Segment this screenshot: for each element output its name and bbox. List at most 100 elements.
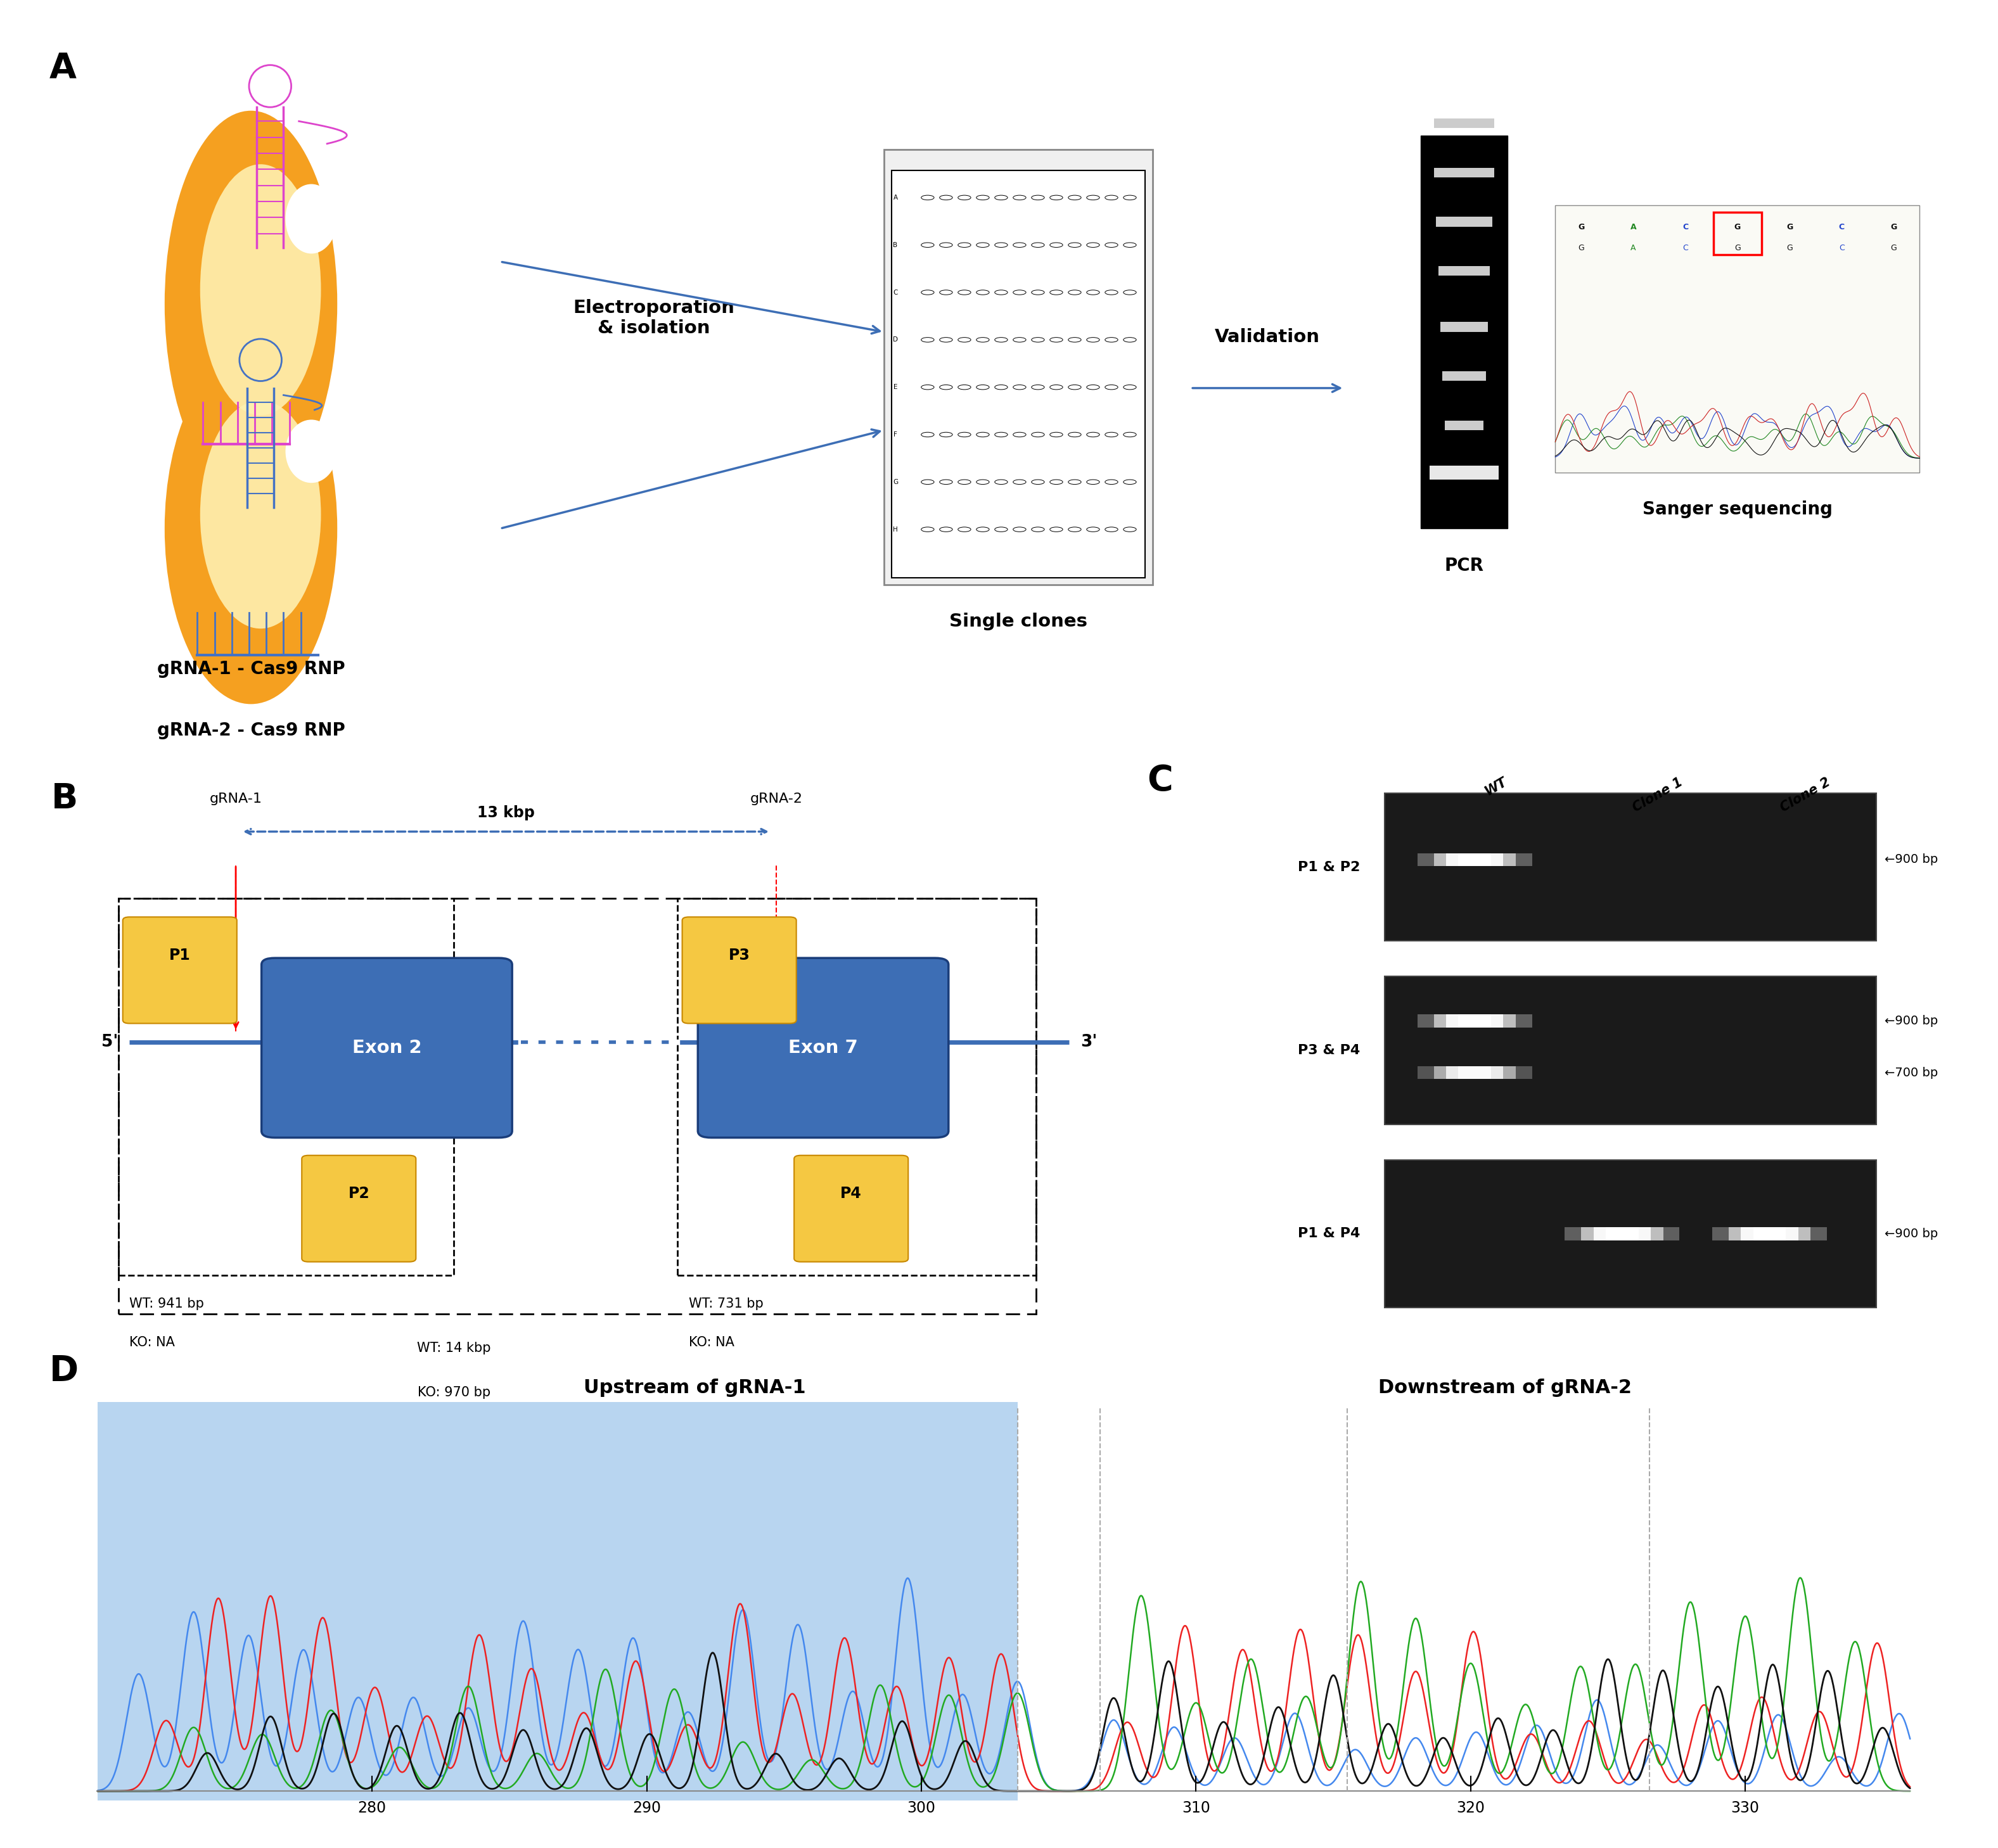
Text: Single clones: Single clones [949, 614, 1087, 630]
Circle shape [1049, 196, 1063, 200]
Circle shape [1123, 432, 1137, 436]
Text: P2: P2 [348, 1186, 370, 1201]
Text: Clone 2: Clone 2 [1778, 776, 1832, 815]
Circle shape [939, 290, 953, 294]
Circle shape [995, 242, 1007, 248]
Circle shape [921, 242, 935, 248]
Text: G: G [1786, 224, 1792, 231]
Bar [98, 1403, 1017, 1800]
Text: P3: P3 [729, 948, 749, 963]
Circle shape [1087, 196, 1099, 200]
Circle shape [1105, 480, 1119, 484]
FancyBboxPatch shape [793, 1155, 909, 1262]
Text: C: C [1682, 244, 1688, 253]
Circle shape [1069, 384, 1081, 390]
Text: G: G [893, 479, 897, 486]
Bar [1714, 213, 1762, 255]
Circle shape [1049, 384, 1063, 390]
Bar [1447, 469, 1481, 479]
Bar [1580, 1227, 1662, 1240]
Circle shape [921, 196, 935, 200]
Bar [1728, 1227, 1810, 1240]
Circle shape [957, 196, 971, 200]
Text: 290: 290 [633, 1800, 661, 1817]
Bar [1754, 1227, 1786, 1240]
Circle shape [1105, 527, 1119, 532]
Bar [1441, 322, 1489, 333]
Text: 320: 320 [1457, 1800, 1485, 1817]
Bar [118, 898, 1035, 1314]
Bar [1431, 466, 1499, 479]
Bar [1421, 135, 1506, 529]
Circle shape [977, 384, 989, 390]
Circle shape [1049, 338, 1063, 342]
Circle shape [1123, 527, 1137, 532]
Circle shape [1087, 290, 1099, 294]
Bar [1385, 976, 1876, 1124]
Text: 13 kbp: 13 kbp [478, 806, 535, 821]
Bar [1443, 371, 1487, 381]
Circle shape [1123, 384, 1137, 390]
Bar [883, 150, 1153, 584]
Text: G: G [1578, 224, 1584, 231]
Circle shape [921, 384, 935, 390]
Text: PCR: PCR [1445, 556, 1485, 575]
Circle shape [1031, 338, 1045, 342]
Text: WT: WT [1483, 776, 1510, 798]
Ellipse shape [164, 353, 338, 704]
Circle shape [1123, 196, 1137, 200]
Ellipse shape [200, 164, 322, 416]
Circle shape [1013, 290, 1027, 294]
Bar [1447, 854, 1502, 867]
Bar [1435, 854, 1516, 867]
Bar [1417, 854, 1532, 867]
Circle shape [1049, 432, 1063, 436]
Circle shape [1049, 242, 1063, 248]
Text: gRNA-1: gRNA-1 [210, 793, 262, 806]
Circle shape [939, 527, 953, 532]
Text: KO: NA: KO: NA [689, 1336, 735, 1349]
Bar [1447, 1066, 1502, 1079]
Bar [1459, 854, 1491, 867]
Text: C: C [1838, 224, 1844, 231]
Bar [118, 898, 454, 1275]
Circle shape [1069, 196, 1081, 200]
Circle shape [921, 527, 935, 532]
Text: F: F [893, 431, 897, 438]
Bar [1447, 1015, 1502, 1027]
Bar [1564, 1227, 1680, 1240]
Bar [1459, 1066, 1491, 1079]
Circle shape [1031, 480, 1045, 484]
Text: P1 & P2: P1 & P2 [1297, 861, 1361, 874]
FancyBboxPatch shape [262, 957, 511, 1138]
FancyBboxPatch shape [697, 957, 949, 1138]
Circle shape [939, 196, 953, 200]
FancyBboxPatch shape [681, 917, 797, 1024]
Bar [1435, 1066, 1516, 1079]
Circle shape [995, 384, 1007, 390]
Bar [1712, 1227, 1826, 1240]
Text: WT: 941 bp: WT: 941 bp [130, 1297, 204, 1310]
Bar [1606, 1227, 1638, 1240]
Text: gRNA-2: gRNA-2 [749, 793, 803, 806]
Circle shape [1031, 527, 1045, 532]
Text: H: H [893, 527, 897, 532]
Circle shape [1105, 384, 1119, 390]
Circle shape [1069, 480, 1081, 484]
Text: G: G [1734, 224, 1740, 231]
Text: D: D [50, 1355, 78, 1388]
Circle shape [1087, 242, 1099, 248]
Bar [1554, 205, 1920, 473]
Circle shape [1087, 384, 1099, 390]
Text: G: G [1734, 244, 1740, 253]
Circle shape [995, 527, 1007, 532]
Circle shape [921, 338, 935, 342]
FancyBboxPatch shape [122, 917, 238, 1024]
Circle shape [1031, 384, 1045, 390]
Text: ←700 bp: ←700 bp [1884, 1066, 1938, 1079]
Circle shape [995, 290, 1007, 294]
Circle shape [957, 384, 971, 390]
Circle shape [995, 196, 1007, 200]
Text: 280: 280 [358, 1800, 386, 1817]
Text: ←900 bp: ←900 bp [1884, 1227, 1938, 1240]
